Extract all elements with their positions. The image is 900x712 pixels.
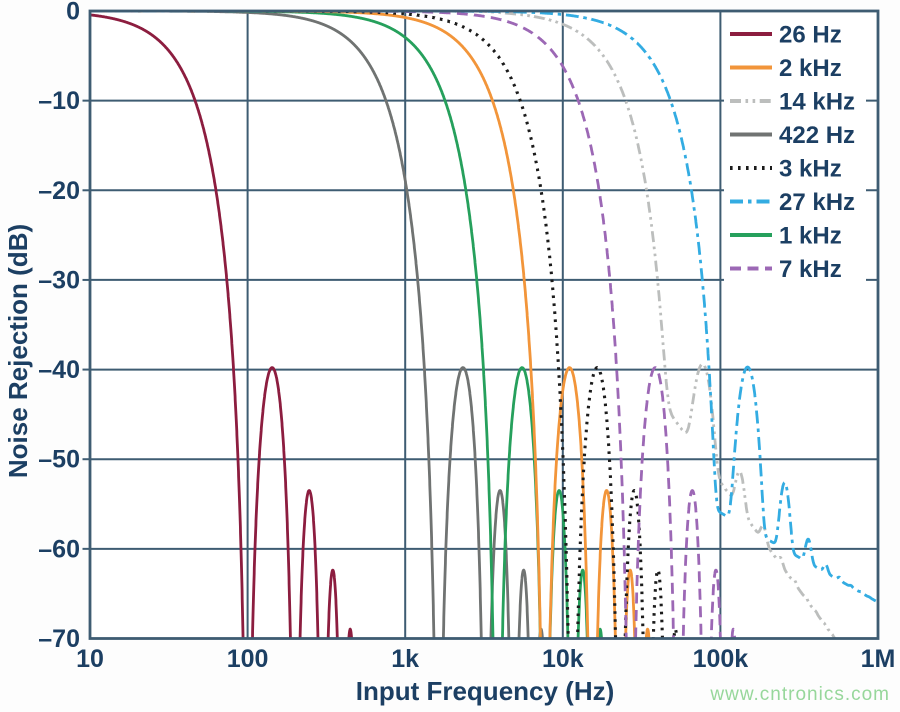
legend-item: 14 kHz — [730, 89, 855, 116]
curve-7-khz — [90, 11, 737, 639]
x-tick-label: 100 — [227, 645, 269, 673]
x-tick-label: 10 — [76, 645, 104, 673]
y-tick-label: –20 — [38, 177, 80, 205]
legend-label: 422 Hz — [779, 122, 855, 149]
y-tick-label: –30 — [38, 266, 80, 294]
x-tick-label: 10k — [542, 645, 584, 673]
legend-item: 422 Hz — [730, 122, 855, 149]
legend-label: 7 kHz — [779, 256, 842, 283]
legend-item: 2 kHz — [730, 55, 842, 82]
legend-label: 1 kHz — [779, 223, 842, 250]
legend-label: 14 kHz — [779, 89, 855, 116]
legend-label: 2 kHz — [779, 55, 842, 82]
plot-border — [88, 9, 880, 640]
y-tick-label: –10 — [38, 87, 80, 115]
curve-26-hz — [90, 13, 354, 639]
y-axis-title: Noise Rejection (dB) — [3, 223, 33, 479]
legend-item: 27 kHz — [730, 189, 855, 216]
x-tick-label: 1M — [861, 645, 896, 673]
curve-27-khz — [90, 11, 878, 604]
legend-item: 1 kHz — [730, 223, 842, 250]
y-tick-label: –40 — [38, 356, 80, 384]
y-tick-label: –70 — [38, 625, 80, 653]
x-tick-label: 1k — [391, 645, 419, 673]
x-axis-title: Input Frequency (Hz) — [355, 676, 615, 706]
x-tick-label: 100k — [693, 645, 749, 673]
legend-item: 3 kHz — [730, 156, 842, 183]
watermark: www.cntronics.com — [710, 684, 890, 705]
legend-label: 27 kHz — [779, 189, 855, 216]
y-tick-label: –60 — [38, 535, 80, 563]
legend-item: 7 kHz — [730, 256, 842, 283]
legend-label: 26 Hz — [779, 22, 842, 49]
legend-item: 26 Hz — [730, 22, 842, 49]
y-tick-label: 0 — [66, 0, 80, 26]
legend-label: 3 kHz — [779, 156, 842, 183]
curve-2-khz — [90, 11, 651, 639]
y-tick-label: –50 — [38, 446, 80, 474]
curve-3-khz — [90, 11, 679, 639]
legend-background — [724, 14, 866, 290]
legend: 26 Hz 2 kHz 14 kHz 422 Hz 3 kHz 27 kHz 1 kHz 7 … — [724, 14, 866, 290]
